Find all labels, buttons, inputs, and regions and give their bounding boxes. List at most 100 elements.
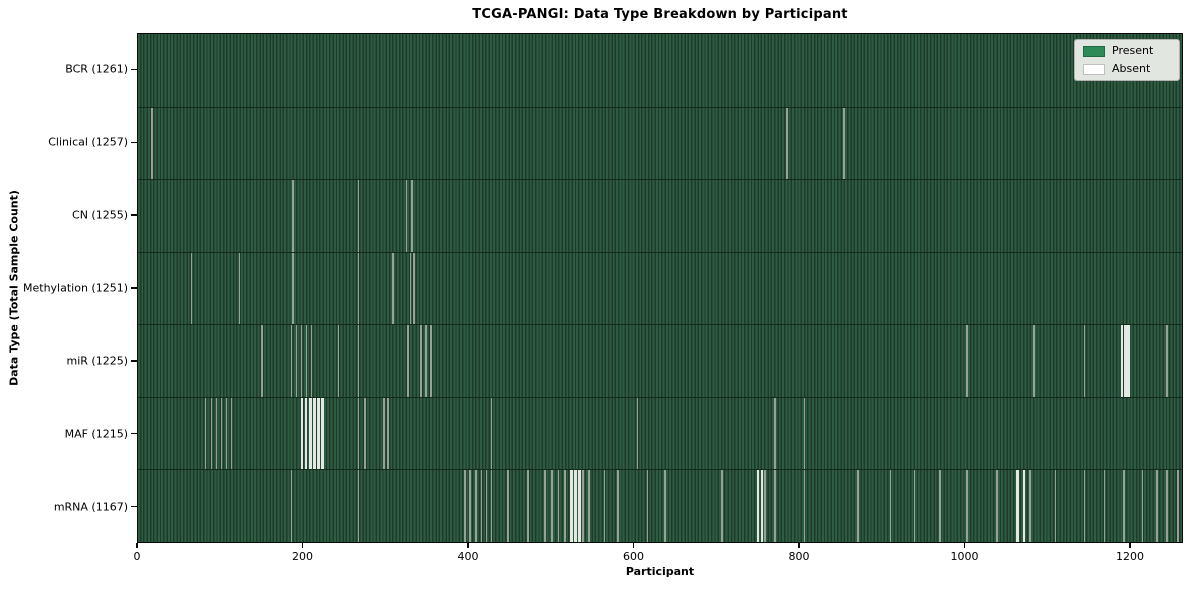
absent-stripe xyxy=(1166,470,1168,542)
x-tick-label: 200 xyxy=(292,550,313,563)
absent-stripe xyxy=(760,470,764,542)
absent-stripe xyxy=(1103,470,1106,542)
absent-stripe xyxy=(1033,325,1035,397)
absent-stripe xyxy=(490,470,493,542)
absent-stripe xyxy=(507,470,509,542)
absent-stripe xyxy=(300,325,303,397)
x-tick-label: 400 xyxy=(457,550,479,563)
x-tick-mark xyxy=(1129,543,1131,548)
absent-stripe xyxy=(1015,470,1019,542)
absent-stripe xyxy=(786,107,788,180)
absent-stripe xyxy=(1127,325,1131,397)
absent-stripe xyxy=(215,397,218,470)
absent-stripe xyxy=(300,397,304,470)
absent-stripe xyxy=(617,470,619,542)
plot-area xyxy=(137,33,1183,543)
absent-stripe xyxy=(889,470,892,542)
absent-stripe xyxy=(420,325,423,397)
absent-stripe xyxy=(646,470,649,542)
x-tick-mark xyxy=(963,543,966,548)
absent-stripe xyxy=(1029,470,1031,542)
absent-stripe xyxy=(474,470,477,542)
legend-label: Absent xyxy=(1112,62,1151,75)
legend: Present Absent xyxy=(1074,39,1180,81)
absent-stripe xyxy=(230,397,233,470)
absent-stripe xyxy=(411,180,413,252)
absent-stripe xyxy=(364,397,366,470)
legend-label: Present xyxy=(1112,44,1154,57)
absent-stripe xyxy=(261,325,263,397)
heatmap-row-mir xyxy=(138,324,1182,397)
absent-stripe xyxy=(939,470,941,542)
y-tick-label: CN (1255) xyxy=(72,208,128,222)
absent-stripe xyxy=(857,470,859,542)
absent-stripe xyxy=(1156,470,1158,542)
x-tick-mark xyxy=(632,543,635,548)
absent-stripe xyxy=(210,397,213,470)
absent-stripe xyxy=(238,252,241,325)
heatmap-row-clinical xyxy=(138,106,1182,180)
absent-stripe xyxy=(636,397,639,470)
absent-stripe xyxy=(1083,470,1086,542)
x-tick-mark xyxy=(301,543,304,548)
absent-stripe xyxy=(295,325,298,397)
x-tick-label: 800 xyxy=(788,550,810,563)
absent-stripe xyxy=(578,470,581,542)
absent-stripe xyxy=(321,397,324,470)
x-tick-mark xyxy=(136,543,138,548)
absent-stripe xyxy=(564,470,566,542)
absent-stripe xyxy=(803,397,806,470)
heatmap-row-bcr xyxy=(138,34,1182,107)
absent-stripe xyxy=(550,470,553,542)
absent-stripe xyxy=(1083,325,1086,397)
absent-stripe xyxy=(485,470,488,542)
x-axis-label: Participant xyxy=(625,565,695,578)
absent-stripe xyxy=(357,397,360,470)
heatmap-row-methylation xyxy=(138,251,1182,325)
absent-stripe xyxy=(292,252,295,325)
absent-stripe xyxy=(405,180,408,252)
y-axis-label: Data Type (Total Sample Count) xyxy=(7,190,21,386)
y-tick-mark xyxy=(131,287,137,289)
absent-stripe xyxy=(357,325,360,397)
x-tick-label: 1000 xyxy=(950,550,979,563)
absent-stripe xyxy=(1054,470,1057,542)
absent-stripe xyxy=(337,325,340,397)
absent-stripe xyxy=(913,470,916,542)
absent-stripe xyxy=(304,397,308,470)
absent-stripe xyxy=(464,470,466,542)
absent-stripe xyxy=(544,470,546,542)
legend-swatch-icon xyxy=(1083,63,1105,75)
absent-stripe xyxy=(1120,325,1124,397)
absent-stripe xyxy=(664,470,666,542)
absent-stripe xyxy=(996,470,998,542)
absent-stripe xyxy=(480,470,483,542)
absent-stripe xyxy=(430,325,432,397)
absent-stripe xyxy=(1022,470,1026,542)
y-tick-mark xyxy=(131,68,137,71)
absent-stripe xyxy=(1123,470,1125,542)
absent-stripe xyxy=(490,397,493,470)
chart-title: TCGA-PANGI: Data Type Breakdown by Parti… xyxy=(472,7,848,22)
x-tick-mark xyxy=(798,543,800,548)
absent-stripe xyxy=(292,180,295,252)
absent-stripe xyxy=(756,470,760,542)
absent-stripe xyxy=(527,470,529,542)
absent-stripe xyxy=(803,470,806,542)
heatmap-row-mrna xyxy=(138,469,1182,542)
y-tick-mark xyxy=(131,214,137,216)
absent-stripe xyxy=(1141,470,1144,542)
y-tick-label: BCR (1261) xyxy=(65,62,128,76)
absent-stripe xyxy=(151,107,153,180)
absent-stripe xyxy=(305,325,308,397)
absent-stripe xyxy=(310,325,313,397)
absent-stripe xyxy=(190,252,193,325)
legend-swatch-icon xyxy=(1083,45,1105,57)
y-tick-mark xyxy=(131,505,137,508)
x-tick-label: 0 xyxy=(133,550,141,563)
absent-stripe xyxy=(1177,470,1179,542)
y-tick-mark xyxy=(131,433,137,435)
y-tick-label: Clinical (1257) xyxy=(48,135,128,149)
absent-stripe xyxy=(290,470,293,542)
